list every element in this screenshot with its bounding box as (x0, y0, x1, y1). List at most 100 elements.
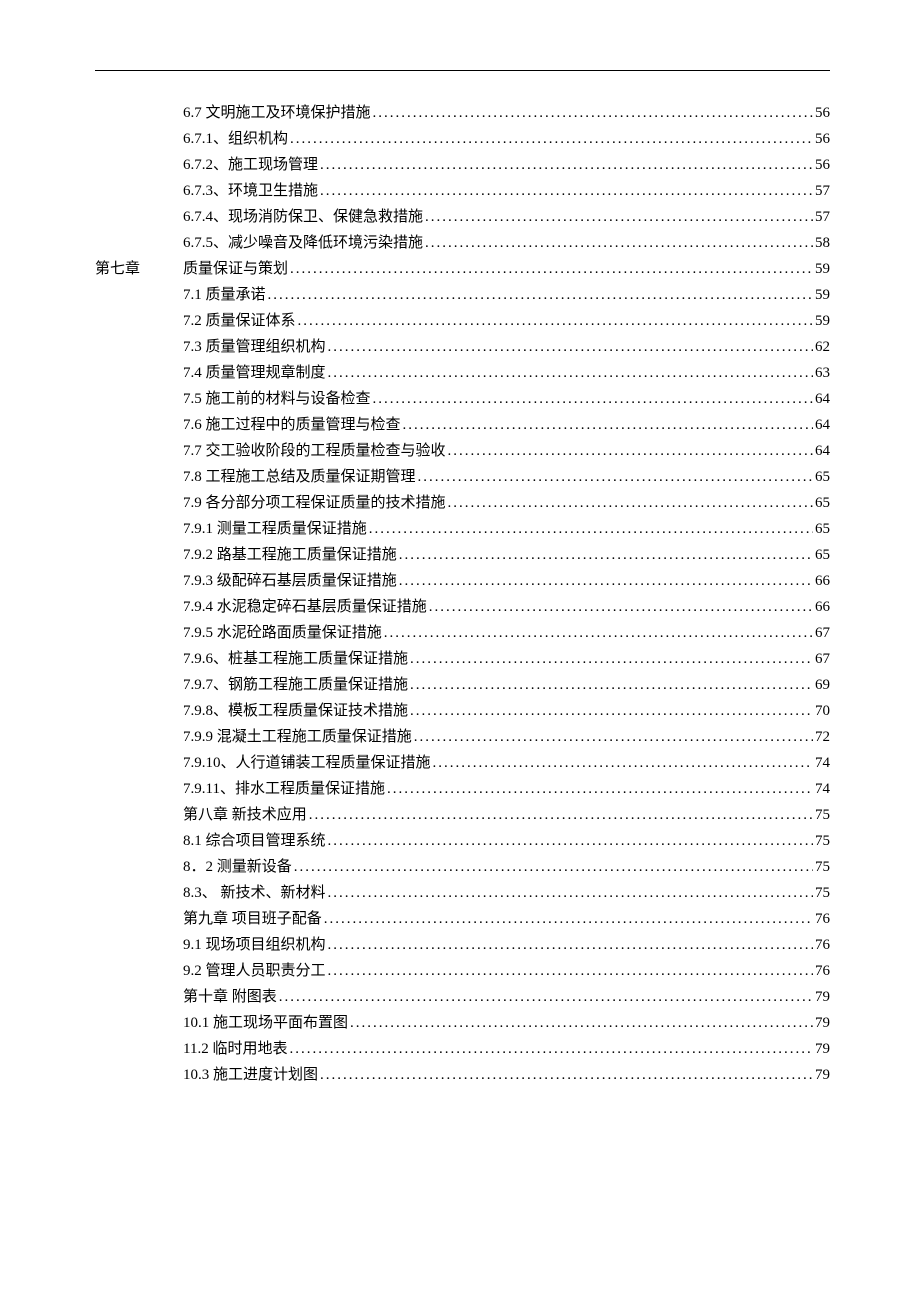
toc-page-number: 76 (815, 959, 830, 983)
toc-leader-dots (289, 1037, 813, 1061)
toc-leader-dots (410, 699, 813, 723)
toc-entry: 7.9.11、排水工程质量保证措施74 (95, 777, 830, 801)
toc-entry-label: 第九章 项目班子配备 (183, 907, 322, 931)
toc-page-number: 70 (815, 699, 830, 723)
toc-entry-label: 7.9.4 水泥稳定碎石基层质量保证措施 (183, 595, 427, 619)
toc-leader-dots (350, 1011, 813, 1035)
toc-entry-label: 7.5 施工前的材料与设备检查 (183, 387, 371, 411)
toc-page-number: 75 (815, 855, 830, 879)
toc-page-number: 74 (815, 777, 830, 801)
toc-page-number: 65 (815, 465, 830, 489)
toc-entry: 7.9.7、钢筋工程施工质量保证措施 69 (95, 673, 830, 697)
toc-page-number: 79 (815, 1063, 830, 1087)
toc-leader-dots (410, 647, 813, 671)
toc-page-number: 74 (815, 751, 830, 775)
toc-leader-dots (429, 595, 813, 619)
toc-leader-dots (410, 673, 813, 697)
toc-leader-dots (387, 777, 813, 801)
toc-entry-label: 7.3 质量管理组织机构 (183, 335, 326, 359)
toc-entry: 6.7.1、组织机构 56 (95, 127, 830, 151)
toc-entry-label: 7.9.5 水泥砼路面质量保证措施 (183, 621, 382, 645)
toc-entry: 6.7.5、减少噪音及降低环境污染措施 58 (95, 231, 830, 255)
toc-entry-label: 6.7.2、施工现场管理 (183, 153, 318, 177)
toc-page-number: 56 (815, 127, 830, 151)
toc-entry-label: 7.9.9 混凝土工程施工质量保证措施 (183, 725, 412, 749)
toc-entry: 7.9.10、人行道铺装工程质量保证措施 74 (95, 751, 830, 775)
toc-entry-label: 10.3 施工进度计划图 (183, 1063, 318, 1087)
toc-entry: 7.2 质量保证体系59 (95, 309, 830, 333)
toc-leader-dots (320, 179, 813, 203)
toc-leader-dots (290, 257, 813, 281)
toc-page-number: 69 (815, 673, 830, 697)
toc-page-number: 79 (815, 1037, 830, 1061)
toc-page-number: 62 (815, 335, 830, 359)
toc-page-number: 65 (815, 517, 830, 541)
toc-entry: 7.9.5 水泥砼路面质量保证措施 67 (95, 621, 830, 645)
toc-entry-label: 第八章 新技术应用 (183, 803, 307, 827)
toc-entry: 7.9.2 路基工程施工质量保证措施65 (95, 543, 830, 567)
toc-entry: 7.9.8、模板工程质量保证技术措施70 (95, 699, 830, 723)
toc-leader-dots (425, 205, 813, 229)
toc-entry-label: 7.9.2 路基工程施工质量保证措施 (183, 543, 397, 567)
toc-page-number: 76 (815, 933, 830, 957)
toc-entry-label: 7.8 工程施工总结及质量保证期管理 (183, 465, 416, 489)
toc-page-number: 67 (815, 621, 830, 645)
toc-leader-dots (418, 465, 813, 489)
toc-entry-label: 6.7 文明施工及环境保护措施 (183, 101, 371, 125)
toc-entry-label: 7.9.3 级配碎石基层质量保证措施 (183, 569, 397, 593)
toc-entry: 7.3 质量管理组织机构 62 (95, 335, 830, 359)
toc-entry-label: 7.6 施工过程中的质量管理与检查 (183, 413, 401, 437)
toc-leader-dots (328, 881, 813, 905)
toc-entry-label: 7.9.10、人行道铺装工程质量保证措施 (183, 751, 431, 775)
toc-entry-label: 7.9.1 测量工程质量保证措施 (183, 517, 367, 541)
toc-leader-dots (320, 153, 813, 177)
toc-page-number: 63 (815, 361, 830, 385)
toc-leader-dots (403, 413, 813, 437)
toc-leader-dots (328, 335, 813, 359)
toc-leader-dots (328, 933, 813, 957)
toc-entry: 7.9.9 混凝土工程施工质量保证措施 72 (95, 725, 830, 749)
toc-entry: 11.2 临时用地表 79 (95, 1037, 830, 1061)
toc-page-number: 56 (815, 153, 830, 177)
toc-entry-label: 7.7 交工验收阶段的工程质量检查与验收 (183, 439, 446, 463)
toc-page-number: 59 (815, 309, 830, 333)
toc-entry: 6.7.2、施工现场管理 56 (95, 153, 830, 177)
toc-entry-label: 11.2 临时用地表 (183, 1037, 287, 1061)
toc-page-number: 59 (815, 283, 830, 307)
toc-leader-dots (309, 803, 813, 827)
toc-leader-dots (328, 829, 813, 853)
toc-page-number: 59 (815, 257, 830, 281)
toc-leader-dots (294, 855, 813, 879)
toc-entry: 7.9.6、桩基工程施工质量保证措施67 (95, 647, 830, 671)
toc-entry-label: 7.9.7、钢筋工程施工质量保证措施 (183, 673, 408, 697)
toc-entry: 9.1 现场项目组织机构 76 (95, 933, 830, 957)
toc-page-number: 56 (815, 101, 830, 125)
toc-page-number: 57 (815, 205, 830, 229)
toc-entry: 第十章 附图表79 (95, 985, 830, 1009)
toc-entry: 7.9 各分部分项工程保证质量的技术措施 65 (95, 491, 830, 515)
toc-entry-label: 第十章 附图表 (183, 985, 277, 1009)
toc-entry: 7.4 质量管理规章制度 63 (95, 361, 830, 385)
toc-entry: 7.8 工程施工总结及质量保证期管理 65 (95, 465, 830, 489)
toc-entry-label: 7.9 各分部分项工程保证质量的技术措施 (183, 491, 446, 515)
toc-entry: 9.2 管理人员职责分工 76 (95, 959, 830, 983)
toc-entry-label: 6.7.3、环境卫生措施 (183, 179, 318, 203)
toc-leader-dots (448, 491, 813, 515)
toc-entry-label: 8.1 综合项目管理系统 (183, 829, 326, 853)
toc-leader-dots (268, 283, 813, 307)
toc-entry-label: 6.7.4、现场消防保卫、保健急救措施 (183, 205, 423, 229)
toc-entry: 第八章 新技术应用 75 (95, 803, 830, 827)
toc-page-number: 58 (815, 231, 830, 255)
toc-entry: 第九章 项目班子配备 76 (95, 907, 830, 931)
toc-page-number: 75 (815, 881, 830, 905)
toc-entry-label: 9.1 现场项目组织机构 (183, 933, 326, 957)
toc-entry-label: 8．2 测量新设备 (183, 855, 292, 879)
toc-leader-dots (324, 907, 813, 931)
toc-page-number: 75 (815, 803, 830, 827)
toc-leader-dots (425, 231, 813, 255)
toc-entry: 7.1 质量承诺 59 (95, 283, 830, 307)
toc-entry-label: 6.7.5、减少噪音及降低环境污染措施 (183, 231, 423, 255)
toc-entry: 7.9.1 测量工程质量保证措施 65 (95, 517, 830, 541)
toc-leader-dots (414, 725, 813, 749)
toc-page-number: 79 (815, 1011, 830, 1035)
